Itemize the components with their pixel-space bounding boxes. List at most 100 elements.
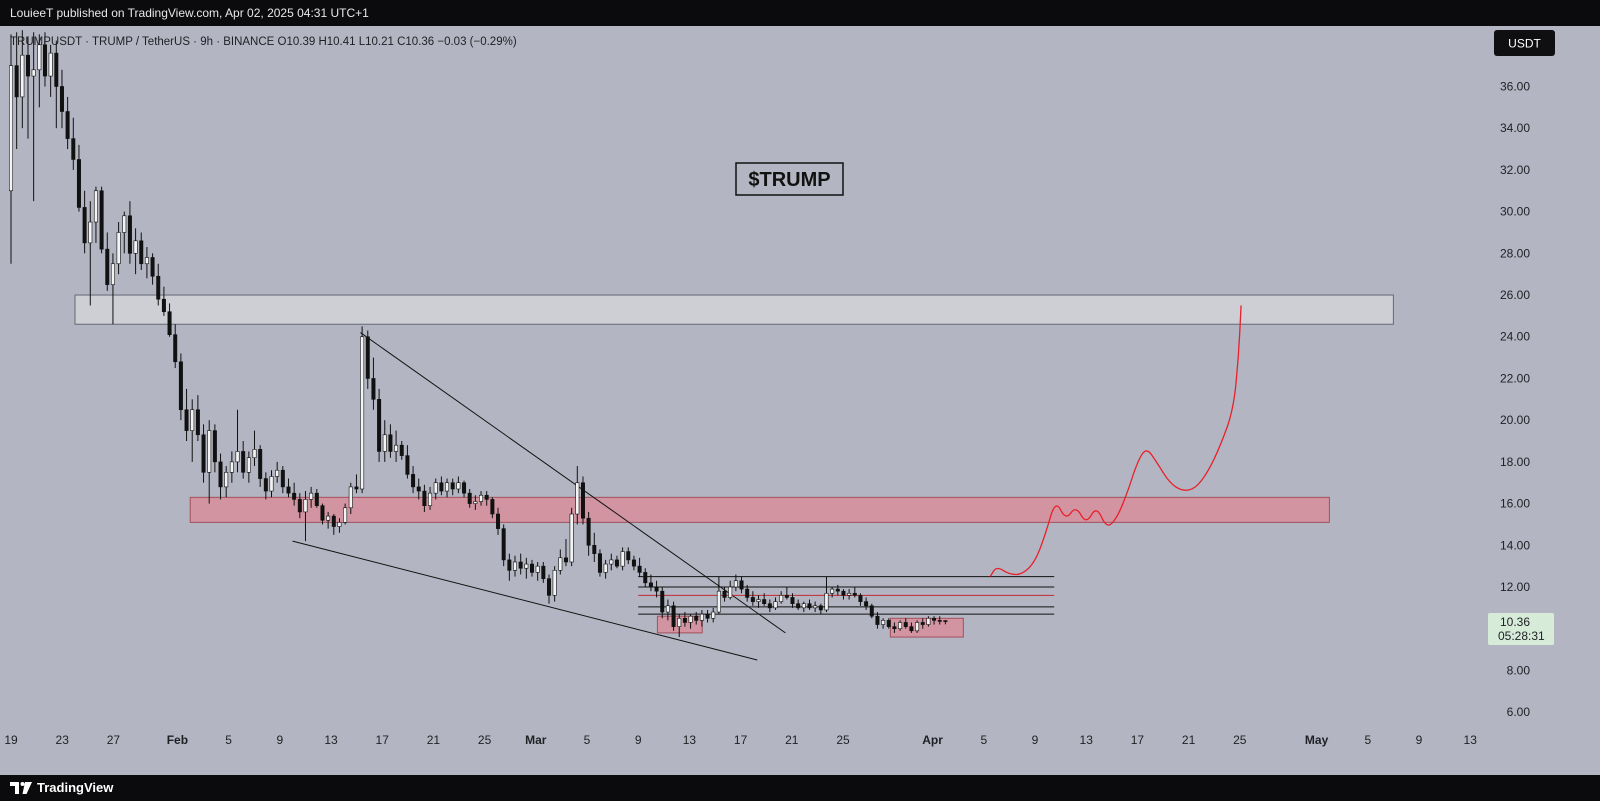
candle-body-94 <box>541 565 546 579</box>
candle-139 <box>796 599 801 610</box>
candle-25 <box>150 253 155 285</box>
candle-50 <box>292 482 297 506</box>
time-tick-24: May <box>1305 733 1329 747</box>
candle-113 <box>648 574 653 592</box>
candle-body-17 <box>105 248 110 285</box>
candle-body-102 <box>586 517 591 546</box>
candle-body-134 <box>767 603 772 609</box>
candle-body-15 <box>93 190 98 223</box>
candle-body-43 <box>252 449 257 459</box>
candle-body-144 <box>824 592 829 611</box>
candle-body-51 <box>297 499 302 513</box>
candle-body-130 <box>745 588 750 598</box>
support-zone-1[interactable] <box>189 496 1330 523</box>
candle-body-116 <box>665 605 670 613</box>
candle-body-10 <box>65 111 70 139</box>
candle-69 <box>399 441 404 460</box>
candle-body-41 <box>241 451 246 473</box>
candle-156 <box>892 622 897 633</box>
candle-body-85 <box>490 499 495 515</box>
candle-150 <box>858 593 863 606</box>
candle-141 <box>807 599 812 610</box>
candle-body-0 <box>9 65 14 192</box>
candle-122 <box>699 609 704 627</box>
candle-body-141 <box>807 603 812 609</box>
candle-body-91 <box>524 563 529 569</box>
tradingview-brand: TradingView <box>37 780 114 795</box>
candle-144 <box>824 576 829 613</box>
candle-body-163 <box>932 617 937 621</box>
candle-body-155 <box>886 620 891 627</box>
candle-countdown: 05:28:31 <box>1498 629 1545 643</box>
candle-102 <box>586 511 591 556</box>
candle-body-20 <box>122 215 127 233</box>
candle-body-164 <box>937 620 942 622</box>
candle-body-150 <box>858 595 863 602</box>
candle-body-107 <box>614 559 619 567</box>
candle-106 <box>609 553 614 571</box>
candle-134 <box>767 599 772 613</box>
candle-body-12 <box>76 159 81 208</box>
price-tick-1: 8.00 <box>1507 663 1531 677</box>
time-tick-27: 13 <box>1464 733 1478 747</box>
candle-68 <box>394 430 399 462</box>
projection-path[interactable] <box>989 305 1242 577</box>
candle-body-42 <box>246 457 251 473</box>
time-tick-5: 9 <box>276 733 283 747</box>
candle-39 <box>229 451 234 483</box>
candle-59 <box>343 503 348 525</box>
candle-5 <box>37 34 42 108</box>
candle-74 <box>428 486 433 510</box>
currency-badge[interactable]: USDT <box>1494 30 1555 56</box>
time-tick-16: 25 <box>836 733 850 747</box>
candle-body-99 <box>569 513 574 563</box>
candle-body-157 <box>898 622 903 630</box>
candle-body-108 <box>620 551 625 567</box>
candle-body-54 <box>314 492 319 506</box>
candle-body-159 <box>909 626 914 632</box>
tradingview-logo[interactable]: TradingView <box>10 775 113 801</box>
candle-133 <box>762 593 767 606</box>
candle-11 <box>71 117 76 170</box>
candle-body-36 <box>212 430 217 463</box>
candle-body-8 <box>54 52 59 87</box>
candle-body-90 <box>518 561 523 569</box>
chart-area[interactable]: TRUMPUSDT · TRUMP / TetherUS · 9h · BINA… <box>0 26 1600 775</box>
candle-body-111 <box>637 565 642 573</box>
candle-56 <box>326 511 331 529</box>
candle-161 <box>920 618 925 629</box>
candle-body-98 <box>563 557 568 563</box>
candle-42 <box>246 451 251 483</box>
candle-body-6 <box>42 44 47 77</box>
candle-91 <box>524 557 529 579</box>
time-tick-9: 25 <box>478 733 492 747</box>
candle-51 <box>297 493 302 519</box>
trend-line-0[interactable] <box>292 540 758 661</box>
candle-body-148 <box>847 592 852 596</box>
candle-103 <box>592 532 597 562</box>
candle-53 <box>309 486 314 508</box>
candle-body-50 <box>292 492 297 500</box>
candle-158 <box>903 618 908 629</box>
candle-44 <box>258 445 263 487</box>
candle-body-122 <box>699 613 704 621</box>
candle-body-56 <box>326 515 331 521</box>
price-tick-3: 12.00 <box>1500 580 1530 594</box>
tradingview-footer: TradingView <box>0 775 1600 801</box>
candle-body-38 <box>224 472 229 488</box>
candle-body-77 <box>445 482 450 492</box>
candle-body-59 <box>343 507 348 523</box>
candle-38 <box>224 466 229 498</box>
candle-40 <box>235 409 240 473</box>
candle-20 <box>122 211 127 254</box>
resistance-zone-0[interactable] <box>74 294 1394 325</box>
trend-line-1[interactable] <box>360 332 786 634</box>
candle-body-83 <box>479 494 484 502</box>
candle-body-112 <box>643 572 648 584</box>
title-box: $TRUMP <box>735 162 844 196</box>
price-chart[interactable]: TRUMPUSDT · TRUMP / TetherUS · 9h · BINA… <box>0 26 1600 775</box>
candle-157 <box>898 620 903 631</box>
candle-body-14 <box>88 221 93 244</box>
candle-body-87 <box>501 528 506 561</box>
candle-45 <box>263 472 268 500</box>
